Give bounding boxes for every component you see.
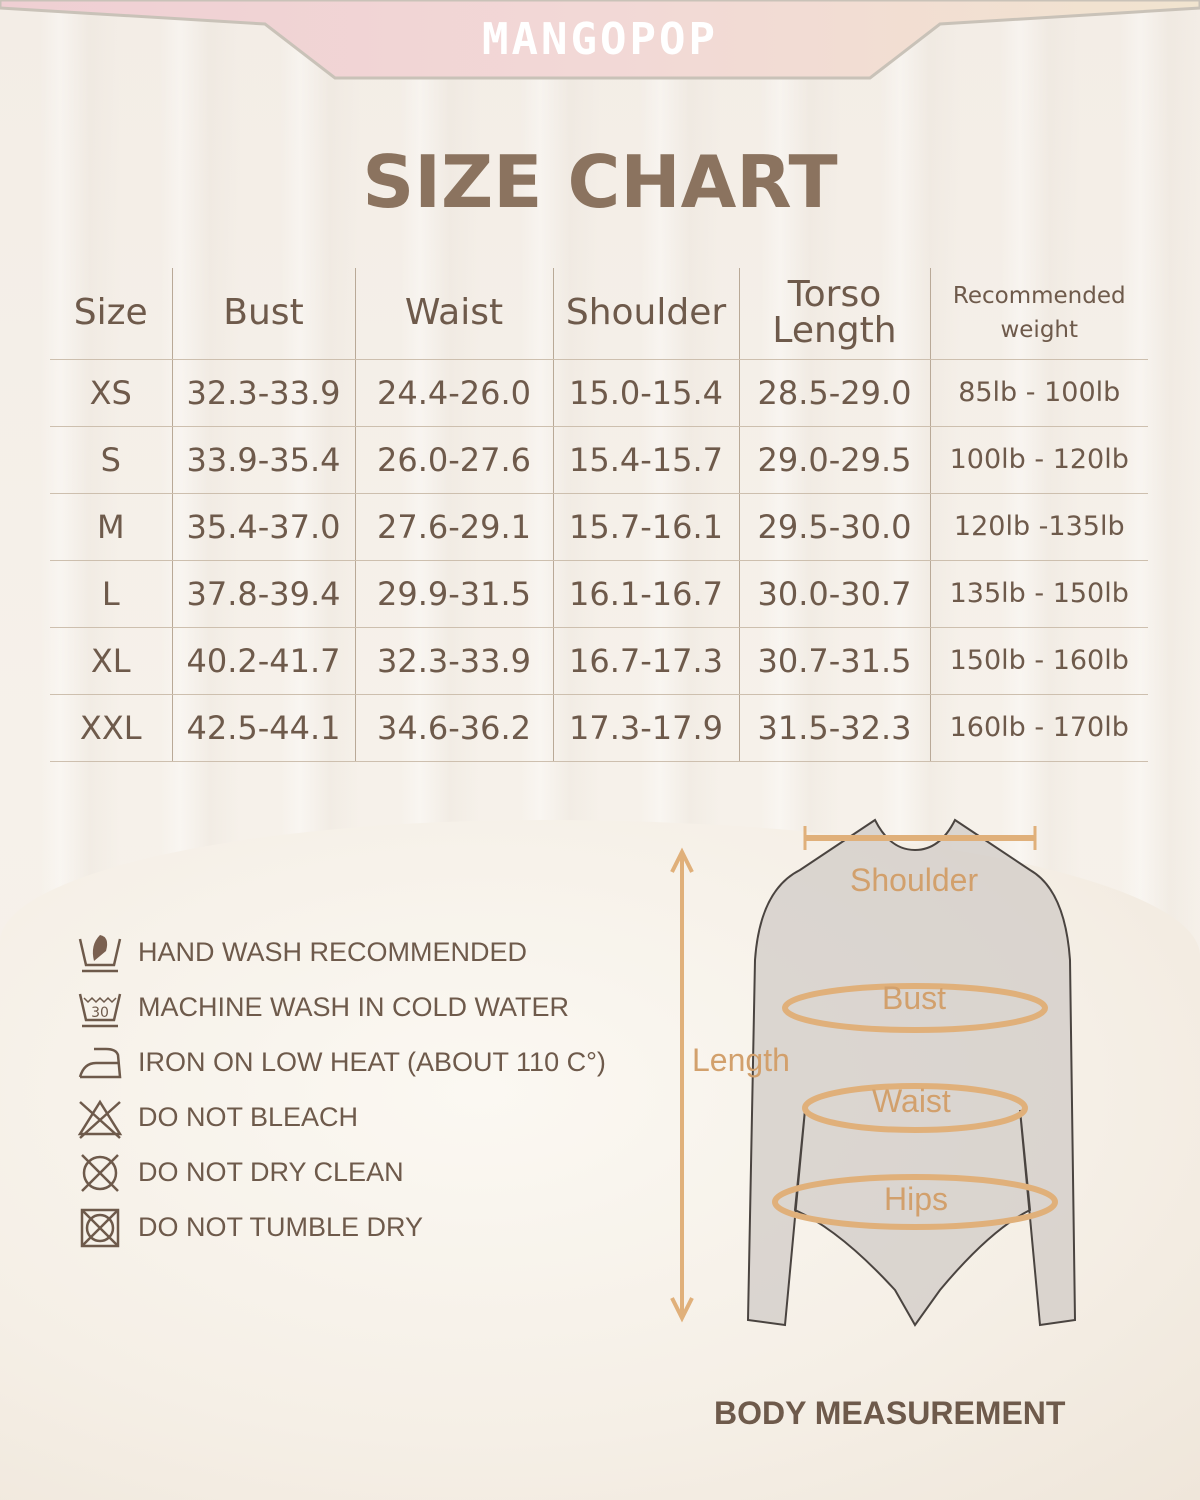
size-table: Size Bust Waist Shoulder Torso Length Re… bbox=[50, 268, 1148, 762]
table-cell: XL bbox=[50, 627, 172, 695]
table-header-row: Size Bust Waist Shoulder Torso Length Re… bbox=[50, 268, 1148, 360]
table-cell: 28.5-29.0 bbox=[738, 359, 930, 427]
table-row: XXL 42.5-44.1 34.6-36.2 17.3-17.9 31.5-32.3 1… bbox=[50, 694, 1148, 762]
table-cell: 15.0-15.4 bbox=[552, 359, 739, 427]
table-cell: 35.4-37.0 bbox=[171, 493, 355, 561]
hips-label: Hips bbox=[884, 1181, 949, 1217]
body-measurement-diagram: Shoulder Bust Waist Hips Length bbox=[660, 810, 1120, 1350]
table-cell: 15.7-16.1 bbox=[552, 493, 739, 561]
care-text: DO NOT TUMBLE DRY bbox=[138, 1212, 424, 1242]
table-cell: 15.4-15.7 bbox=[552, 426, 739, 494]
care-text: DO NOT BLEACH bbox=[138, 1102, 359, 1132]
table-cell: XS bbox=[50, 359, 172, 427]
diagram-caption: BODY MEASUREMENT bbox=[714, 1395, 1066, 1431]
table-row: M 35.4-37.0 27.6-29.1 15.7-16.1 29.5-30.0 120… bbox=[50, 493, 1148, 561]
table-cell: 16.1-16.7 bbox=[552, 560, 739, 628]
care-item: IRON ON LOW HEAT (ABOUT 110 C°) bbox=[76, 1035, 606, 1090]
table-cell: 29.5-30.0 bbox=[738, 493, 930, 561]
header-size: Size bbox=[50, 268, 172, 360]
machine-wash-30-icon: 30 bbox=[78, 993, 122, 1027]
table-cell: 27.6-29.1 bbox=[354, 493, 553, 561]
header-bust: Bust bbox=[171, 268, 355, 360]
table-cell: 100lb - 120lb bbox=[929, 426, 1148, 494]
care-text: IRON ON LOW HEAT (ABOUT 110 C°) bbox=[138, 1047, 606, 1077]
table-cell: 31.5-32.3 bbox=[738, 694, 930, 762]
waist-label: Waist bbox=[872, 1083, 951, 1119]
table-cell: 120lb -135lb bbox=[929, 493, 1148, 561]
table-row: S 33.9-35.4 26.0-27.6 15.4-15.7 29.0-29.5 100… bbox=[50, 426, 1148, 494]
table-cell: XXL bbox=[50, 694, 172, 762]
table-cell: 29.9-31.5 bbox=[354, 560, 553, 628]
care-text: MACHINE WASH IN COLD WATER bbox=[138, 992, 570, 1022]
hand-wash-icon bbox=[78, 934, 122, 972]
no-tumble-dry-icon bbox=[80, 1208, 120, 1247]
table-cell: S bbox=[50, 426, 172, 494]
iron-low-icon bbox=[78, 1047, 122, 1078]
table-cell: L bbox=[50, 560, 172, 628]
page-title: SIZE CHART bbox=[362, 140, 838, 224]
table-cell: 30.0-30.7 bbox=[738, 560, 930, 628]
care-item: DO NOT TUMBLE DRY bbox=[76, 1200, 606, 1255]
brand-banner bbox=[0, 0, 1200, 80]
table-cell: 29.0-29.5 bbox=[738, 426, 930, 494]
care-item: HAND WASH RECOMMENDED bbox=[76, 925, 606, 980]
no-bleach-icon bbox=[77, 1099, 123, 1139]
table-row: XS 32.3-33.9 24.4-26.0 15.0-15.4 28.5-29.0 85… bbox=[50, 359, 1148, 427]
bust-label: Bust bbox=[882, 980, 947, 1016]
care-text: DO NOT DRY CLEAN bbox=[138, 1157, 404, 1187]
shoulder-label: Shoulder bbox=[850, 862, 979, 898]
table-cell: 135lb - 150lb bbox=[929, 560, 1148, 628]
table-cell: M bbox=[50, 493, 172, 561]
care-text: HAND WASH RECOMMENDED bbox=[138, 937, 528, 967]
no-dry-clean-icon bbox=[81, 1153, 119, 1192]
table-cell: 26.0-27.6 bbox=[354, 426, 553, 494]
table-cell: 16.7-17.3 bbox=[552, 627, 739, 695]
care-item: 30 MACHINE WASH IN COLD WATER bbox=[76, 980, 606, 1035]
table-cell: 24.4-26.0 bbox=[354, 359, 553, 427]
table-row: L 37.8-39.4 29.9-31.5 16.1-16.7 30.0-30.7 135… bbox=[50, 560, 1148, 628]
header-torso-length: Torso Length bbox=[738, 268, 930, 360]
care-item: DO NOT BLEACH bbox=[76, 1090, 606, 1145]
table-cell: 33.9-35.4 bbox=[171, 426, 355, 494]
table-cell: 150lb - 160lb bbox=[929, 627, 1148, 695]
table-cell: 40.2-41.7 bbox=[171, 627, 355, 695]
care-instructions: HAND WASH RECOMMENDED 30 MACHINE WASH IN C… bbox=[76, 925, 606, 1255]
table-cell: 30.7-31.5 bbox=[738, 627, 930, 695]
length-label: Length bbox=[692, 1042, 790, 1078]
header-shoulder: Shoulder bbox=[552, 268, 739, 360]
table-cell: 42.5-44.1 bbox=[171, 694, 355, 762]
table-cell: 34.6-36.2 bbox=[354, 694, 553, 762]
care-item: DO NOT DRY CLEAN bbox=[76, 1145, 606, 1200]
table-cell: 160lb - 170lb bbox=[929, 694, 1148, 762]
table-cell: 17.3-17.9 bbox=[552, 694, 739, 762]
table-cell: 85lb - 100lb bbox=[929, 359, 1148, 427]
table-cell: 32.3-33.9 bbox=[354, 627, 553, 695]
brand-logo: MANGOPOP bbox=[482, 14, 718, 65]
svg-text:30: 30 bbox=[91, 1005, 109, 1021]
table-cell: 32.3-33.9 bbox=[171, 359, 355, 427]
bodysuit-illustration bbox=[670, 818, 1077, 1327]
table-row: XL 40.2-41.7 32.3-33.9 16.7-17.3 30.7-31.5 15… bbox=[50, 627, 1148, 695]
header-weight: Recommended weight bbox=[929, 268, 1148, 360]
table-cell: 37.8-39.4 bbox=[171, 560, 355, 628]
header-waist: Waist bbox=[354, 268, 553, 360]
